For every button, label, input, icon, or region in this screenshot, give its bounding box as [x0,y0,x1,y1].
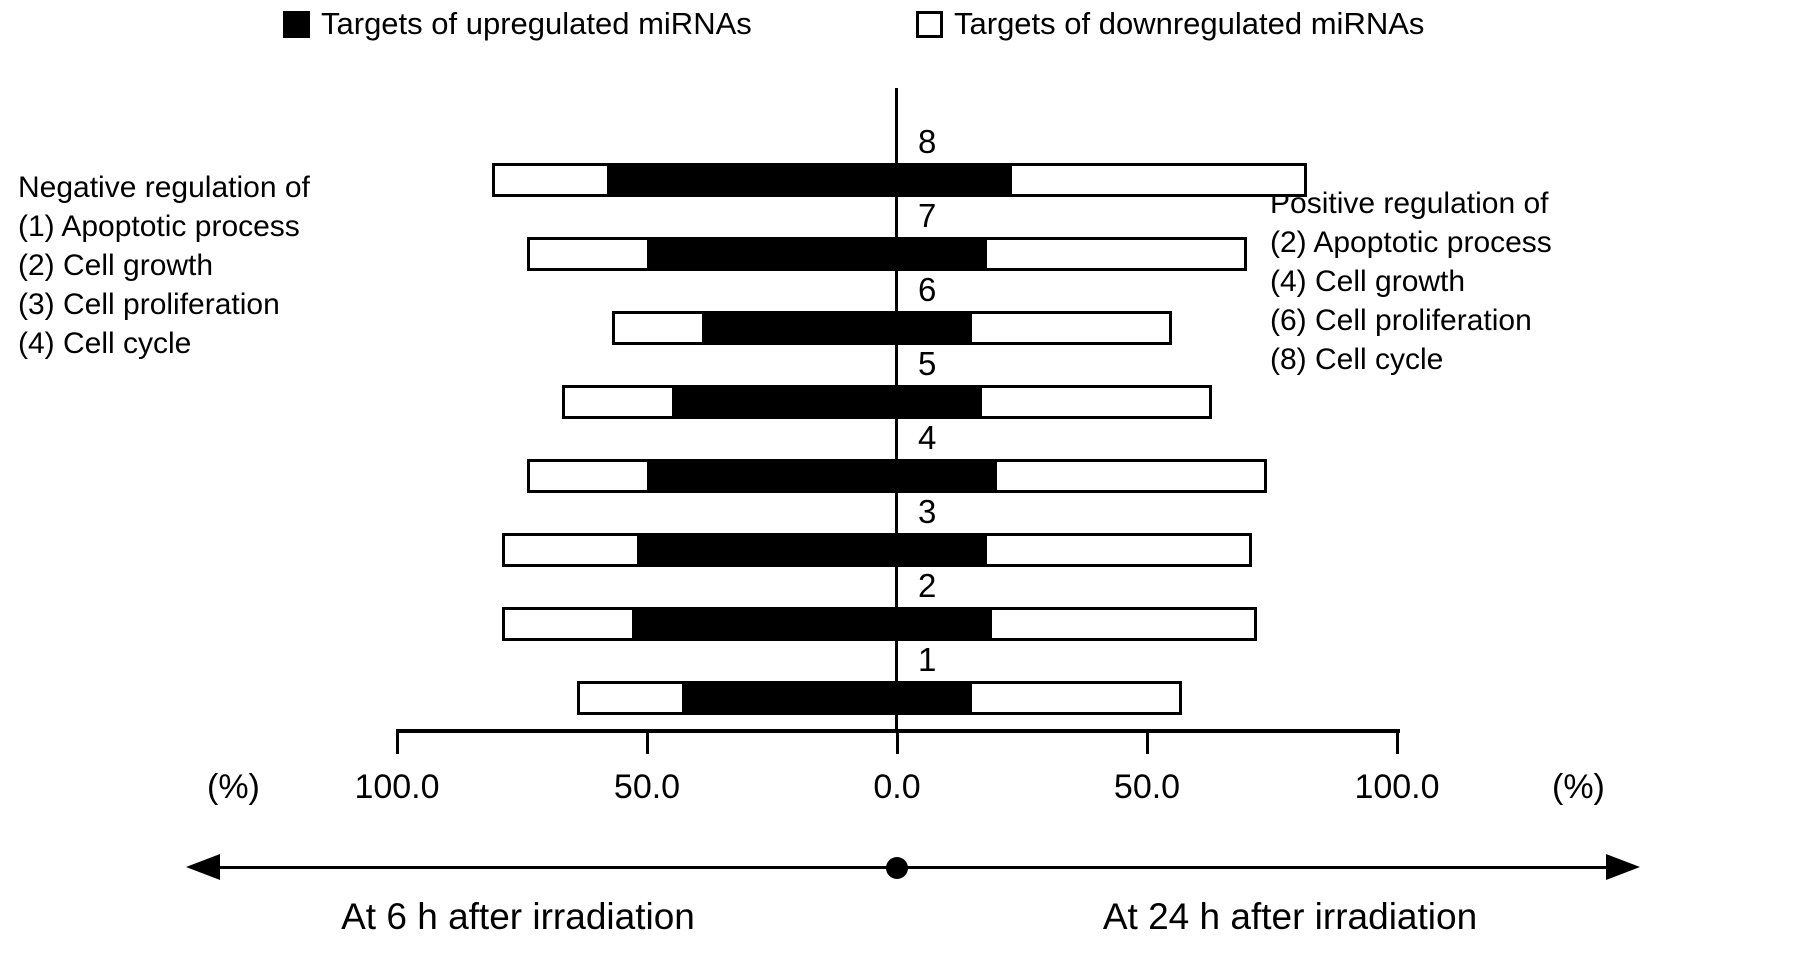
right-side-label-line: (6) Cell proliferation [1270,304,1532,337]
bar-number-label-1: 1 [918,641,937,678]
x-axis-tick [396,729,399,754]
bar-row-4 [527,459,1267,493]
x-axis-tick [646,729,649,754]
footer-6h-label: At 6 h after irradiation [341,896,695,937]
arrow-right-icon [1606,854,1640,880]
bar-segment-upregulated-4 [647,461,997,491]
x-axis-tick-label: 50.0 [613,768,681,806]
bar-number-label-7: 7 [918,197,937,234]
x-axis-unit-right: (%) [1552,768,1605,806]
bar-segment-upregulated-8 [607,165,1012,195]
footer-24h-label: At 24 h after irradiation [1102,896,1478,937]
bar-segment-upregulated-2 [632,609,992,639]
x-axis-tick-label: 100.0 [354,768,440,806]
left-side-label-line: (2) Cell growth [18,249,214,282]
arrow-center-dot-icon [886,857,908,879]
x-axis-unit-left: (%) [207,768,260,806]
time-axis-arrow-line [212,866,1614,869]
left-side-label-line: (4) Cell cycle [18,327,192,360]
bar-number-label-4: 4 [918,419,937,456]
x-axis-tick-label: 0.0 [873,768,921,806]
left-side-label-line: (3) Cell proliferation [18,288,280,321]
bar-segment-upregulated-6 [702,313,972,343]
right-side-label-line: Positive regulation of [1270,187,1549,220]
left-side-label-block: Negative regulation of (1) Apoptotic pro… [18,168,310,363]
bar-segment-upregulated-7 [647,239,987,269]
bar-segment-upregulated-3 [637,535,987,565]
bar-number-label-3: 3 [918,493,937,530]
legend-filled-square-icon [283,11,310,38]
bar-row-1 [577,681,1182,715]
left-side-label-line: Negative regulation of [18,171,310,204]
legend-open-square-icon [916,11,943,38]
right-side-label-line: (2) Apoptotic process [1270,226,1552,259]
x-axis-tick [1146,729,1149,754]
right-side-label-line: (4) Cell growth [1270,265,1466,298]
arrow-left-icon [186,854,220,880]
x-axis-tick [896,729,899,754]
bar-segment-upregulated-5 [672,387,982,417]
right-side-label-line: (8) Cell cycle [1270,343,1444,376]
x-axis-tick-label: 50.0 [1113,768,1181,806]
bar-row-6 [612,311,1172,345]
bar-row-7 [527,237,1247,271]
legend-upregulated-label: Targets of upregulated miRNAs [321,6,752,41]
left-side-label-line: (1) Apoptotic process [18,210,300,243]
x-axis-tick-label: 100.0 [1354,768,1440,806]
bar-row-5 [562,385,1212,419]
right-side-label-block: Positive regulation of (2) Apoptotic pro… [1270,184,1552,379]
bar-number-label-8: 8 [918,123,937,160]
bar-row-2 [502,607,1257,641]
bar-number-label-6: 6 [918,271,937,308]
bar-row-8 [492,163,1307,197]
legend-downregulated-label: Targets of downregulated miRNAs [954,6,1425,41]
x-axis-tick [1396,729,1399,754]
bar-row-3 [502,533,1252,567]
bar-segment-upregulated-1 [682,683,972,713]
bar-number-label-2: 2 [918,567,937,604]
bar-number-label-5: 5 [918,345,937,382]
